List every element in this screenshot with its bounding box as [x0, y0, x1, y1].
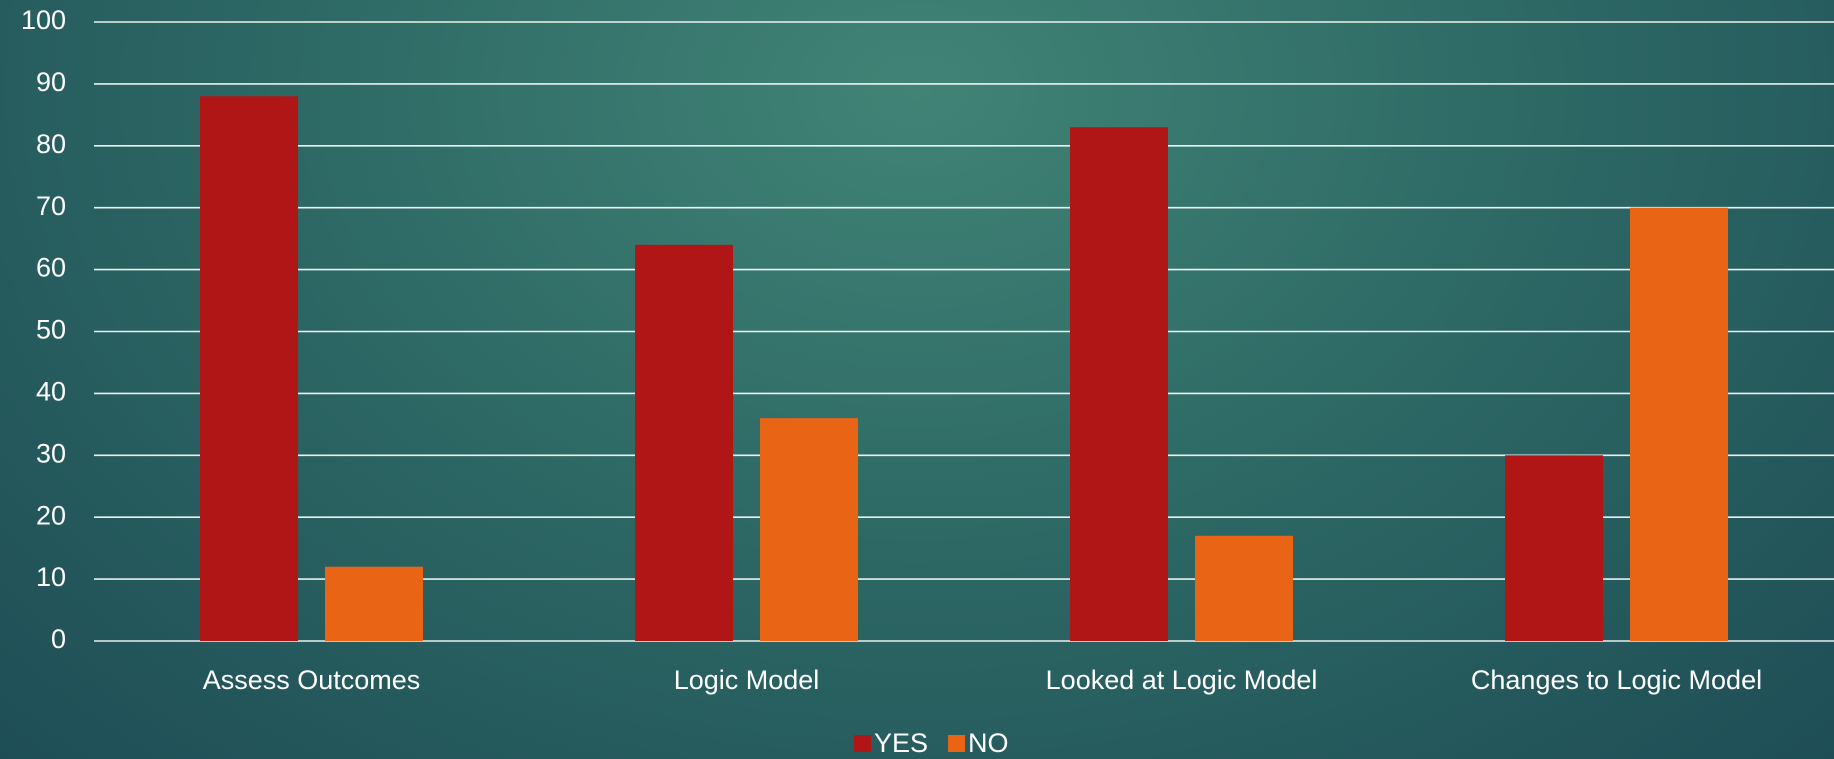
bar — [1630, 207, 1728, 641]
bar — [760, 418, 858, 641]
y-tick-label: 80 — [36, 129, 66, 159]
y-tick-label: 40 — [36, 377, 66, 407]
y-tick-label: 10 — [36, 562, 66, 592]
y-tick-label: 60 — [36, 253, 66, 283]
y-tick-label: 50 — [36, 315, 66, 345]
x-tick-label: Logic Model — [674, 665, 820, 695]
x-tick-label: Looked at Logic Model — [1046, 665, 1318, 695]
legend-label: YES — [874, 728, 928, 758]
y-tick-label: 70 — [36, 191, 66, 221]
bar — [1070, 127, 1168, 642]
x-tick-label: Changes to Logic Model — [1471, 665, 1762, 695]
y-tick-label: 100 — [21, 5, 66, 35]
bar — [200, 96, 298, 641]
legend-swatch — [948, 735, 966, 752]
y-tick-label: 20 — [36, 500, 66, 530]
bar — [1195, 535, 1293, 641]
bar — [1505, 455, 1603, 641]
x-tick-label: Assess Outcomes — [203, 665, 421, 695]
legend-swatch — [854, 735, 871, 752]
y-tick-label: 90 — [36, 67, 66, 97]
y-tick-label: 30 — [36, 438, 66, 468]
bar — [325, 566, 423, 641]
legend-label: NO — [968, 728, 1009, 758]
y-tick-label: 0 — [51, 624, 66, 654]
bar — [635, 244, 733, 641]
